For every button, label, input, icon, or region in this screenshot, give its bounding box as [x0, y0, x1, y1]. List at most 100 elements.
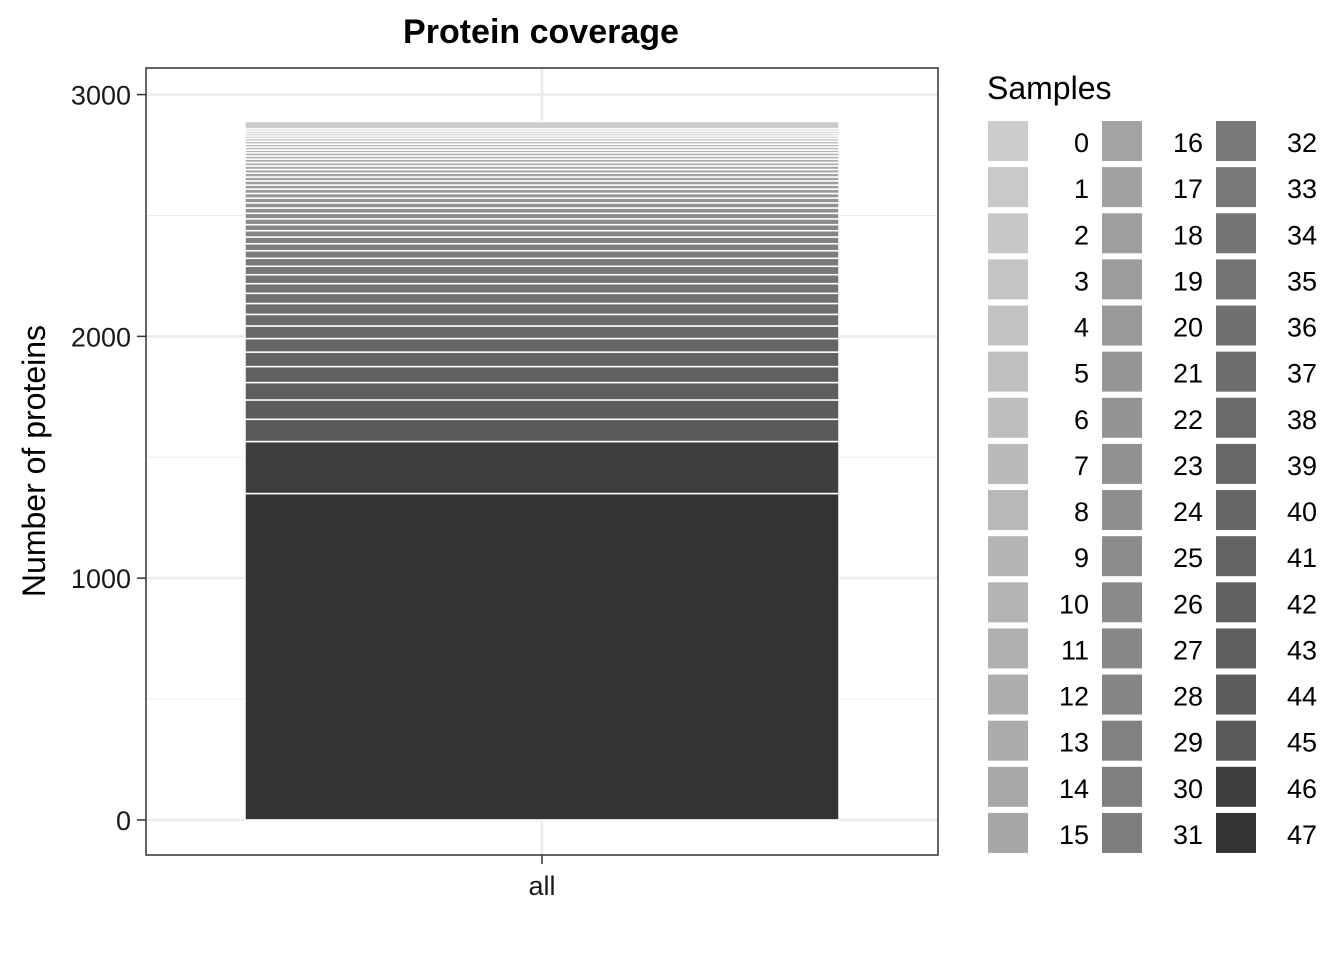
- legend-key-sample-12: [988, 674, 1028, 715]
- legend-label-sample-21: 21: [1173, 359, 1203, 389]
- legend-label-sample-28: 28: [1173, 682, 1203, 712]
- legend-label-sample-32: 32: [1287, 128, 1317, 158]
- legend-key-sample-4: [988, 305, 1028, 346]
- legend-key-sample-39: [1216, 443, 1256, 484]
- bar-segment-sample-23: [244, 202, 840, 209]
- legend-label-sample-44: 44: [1287, 682, 1317, 712]
- bar-segment-sample-36: [244, 292, 840, 305]
- legend-key-sample-1: [988, 167, 1028, 208]
- x-tick-label: all: [528, 871, 555, 901]
- legend-label-sample-26: 26: [1173, 589, 1203, 619]
- legend-key-sample-17: [1102, 167, 1142, 208]
- y-tick-label: 1000: [71, 564, 131, 594]
- bar-segment-sample-42: [244, 365, 840, 384]
- legend-key-sample-43: [1216, 628, 1256, 669]
- legend-label-sample-12: 12: [1059, 682, 1089, 712]
- y-tick-label: 0: [116, 806, 131, 836]
- legend-label-sample-17: 17: [1173, 174, 1203, 204]
- legend-key-sample-44: [1216, 674, 1256, 715]
- legend-key-sample-37: [1216, 351, 1256, 392]
- legend-key-sample-20: [1102, 305, 1142, 346]
- legend-label-sample-9: 9: [1074, 543, 1089, 573]
- legend-title: Samples: [987, 70, 1112, 106]
- legend-keys: 0123456789101112131415161718192021222324…: [988, 121, 1317, 853]
- legend-key-sample-24: [1102, 490, 1142, 531]
- legend-key-sample-46: [1216, 766, 1256, 807]
- legend-key-sample-10: [988, 582, 1028, 623]
- bar-segment-sample-31: [244, 250, 840, 260]
- legend-label-sample-7: 7: [1074, 451, 1089, 481]
- legend-label-sample-10: 10: [1059, 589, 1089, 619]
- legend-label-sample-11: 11: [1061, 635, 1089, 665]
- bar-segment-sample-41: [244, 351, 840, 368]
- legend-label-sample-25: 25: [1173, 543, 1203, 573]
- legend-key-sample-8: [988, 490, 1028, 531]
- legend-key-sample-6: [988, 397, 1028, 438]
- legend-key-sample-34: [1216, 213, 1256, 254]
- legend-label-sample-19: 19: [1173, 266, 1203, 296]
- legend-label-sample-16: 16: [1173, 128, 1203, 158]
- legend-label-sample-41: 41: [1287, 543, 1317, 573]
- legend-key-sample-41: [1216, 536, 1256, 577]
- bar-segment-sample-45: [244, 418, 840, 443]
- legend-label-sample-6: 6: [1074, 405, 1089, 435]
- legend-label-sample-35: 35: [1287, 266, 1317, 296]
- legend-label-sample-8: 8: [1074, 497, 1089, 527]
- bar-segment-sample-25: [244, 212, 840, 220]
- legend-label-sample-47: 47: [1287, 820, 1317, 850]
- legend-key-sample-13: [988, 720, 1028, 761]
- bar-segment-sample-39: [244, 325, 840, 340]
- legend-key-sample-9: [988, 536, 1028, 577]
- legend-key-sample-11: [988, 628, 1028, 669]
- legend-label-sample-0: 0: [1074, 128, 1089, 158]
- legend-label-sample-46: 46: [1287, 774, 1317, 804]
- legend-label-sample-29: 29: [1173, 728, 1203, 758]
- bar-segment-sample-27: [244, 223, 840, 232]
- bar-segment-sample-28: [244, 229, 840, 238]
- legend-label-sample-5: 5: [1074, 359, 1089, 389]
- legend-key-sample-29: [1102, 720, 1142, 761]
- legend-key-sample-36: [1216, 305, 1256, 346]
- legend-label-sample-2: 2: [1074, 220, 1089, 250]
- legend-key-sample-33: [1216, 167, 1256, 208]
- legend-label-sample-1: 1: [1074, 174, 1089, 204]
- legend-label-sample-33: 33: [1287, 174, 1317, 204]
- legend-label-sample-22: 22: [1173, 405, 1203, 435]
- legend-key-sample-45: [1216, 720, 1256, 761]
- stacked-bar: [244, 120, 840, 821]
- legend-key-sample-18: [1102, 213, 1142, 254]
- legend-label-sample-27: 27: [1173, 635, 1203, 665]
- legend-key-sample-27: [1102, 628, 1142, 669]
- bar-segment-sample-26: [244, 218, 840, 226]
- legend-label-sample-31: 31: [1173, 820, 1203, 850]
- legend-key-sample-32: [1216, 121, 1256, 161]
- bar-segment-sample-47: [244, 492, 840, 821]
- legend-key-sample-3: [988, 259, 1028, 300]
- legend-label-sample-37: 37: [1287, 359, 1317, 389]
- legend-label-sample-30: 30: [1173, 774, 1203, 804]
- chart-title: Protein coverage: [403, 13, 679, 51]
- legend-key-sample-26: [1102, 582, 1142, 623]
- legend-key-sample-25: [1102, 536, 1142, 577]
- bar-segment-sample-38: [244, 313, 840, 327]
- legend-label-sample-40: 40: [1287, 497, 1317, 527]
- bar-segment-sample-33: [244, 265, 840, 276]
- legend-label-sample-14: 14: [1059, 774, 1089, 804]
- legend-key-sample-35: [1216, 259, 1256, 300]
- bar-segment-sample-30: [244, 243, 840, 252]
- legend-key-sample-19: [1102, 259, 1142, 300]
- y-axis-title: Number of proteins: [16, 325, 52, 597]
- legend-label-sample-45: 45: [1287, 728, 1317, 758]
- legend-label-sample-15: 15: [1059, 820, 1089, 850]
- legend-label-sample-18: 18: [1173, 220, 1203, 250]
- legend-label-sample-20: 20: [1173, 313, 1203, 343]
- legend-key-sample-2: [988, 213, 1028, 254]
- bar-segment-sample-43: [244, 381, 840, 401]
- legend-key-sample-15: [988, 812, 1028, 853]
- y-tick-label: 2000: [71, 322, 131, 352]
- bar-segment-sample-0: [244, 120, 840, 130]
- legend-key-sample-30: [1102, 766, 1142, 807]
- legend-label-sample-23: 23: [1173, 451, 1203, 481]
- legend-label-sample-24: 24: [1173, 497, 1203, 527]
